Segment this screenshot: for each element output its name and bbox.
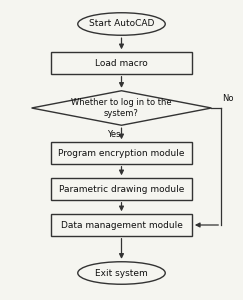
Text: Load macro: Load macro <box>95 58 148 68</box>
Polygon shape <box>32 91 211 125</box>
FancyBboxPatch shape <box>51 52 192 74</box>
Text: Whether to log in to the
system?: Whether to log in to the system? <box>71 98 172 118</box>
FancyBboxPatch shape <box>51 214 192 236</box>
Text: Start AutoCAD: Start AutoCAD <box>89 20 154 28</box>
Text: Program encryption module: Program encryption module <box>58 148 185 158</box>
FancyBboxPatch shape <box>51 142 192 164</box>
Ellipse shape <box>78 13 165 35</box>
Text: Data management module: Data management module <box>61 220 182 230</box>
Text: No: No <box>222 94 234 103</box>
Text: Exit system: Exit system <box>95 268 148 278</box>
Text: Parametric drawing module: Parametric drawing module <box>59 184 184 194</box>
Text: Yes: Yes <box>107 130 121 139</box>
FancyBboxPatch shape <box>51 178 192 200</box>
Ellipse shape <box>78 262 165 284</box>
